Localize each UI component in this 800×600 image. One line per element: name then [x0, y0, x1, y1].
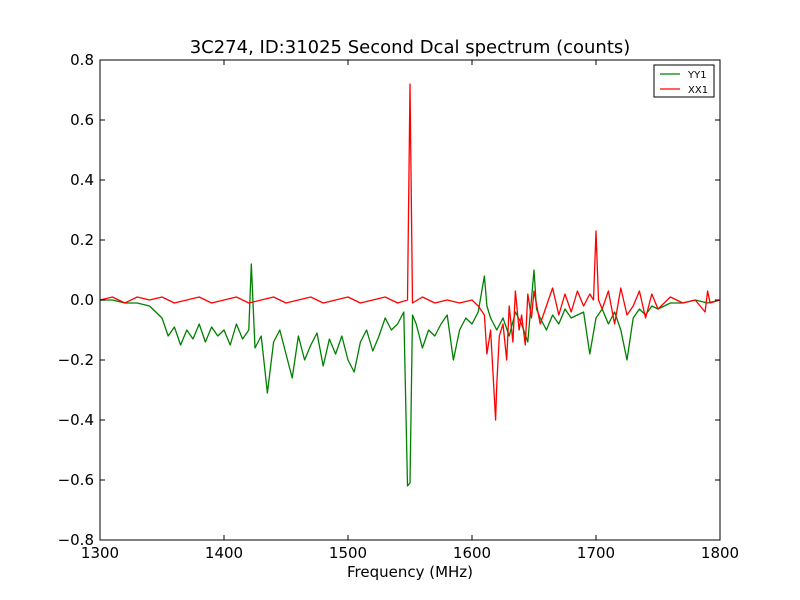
x-tick-label: 1300 — [81, 544, 119, 562]
y-tick-label: 0.4 — [70, 171, 94, 189]
x-axis-label: Frequency (MHz) — [347, 563, 473, 581]
y-tick-label: −0.4 — [58, 411, 94, 429]
legend-label-xx1: XX1 — [688, 85, 708, 96]
series-line-yy1 — [100, 263, 720, 487]
legend-box — [653, 64, 715, 98]
chart-title: 3C274, ID:31025 Second Dcal spectrum (co… — [190, 37, 631, 58]
x-tick-label: 1400 — [205, 544, 243, 562]
x-axis-ticks: 1300 1400 1500 1600 1700 1800 — [81, 60, 739, 562]
y-tick-label: 0.2 — [70, 231, 94, 249]
y-axis-ticks: −0.8 −0.6 −0.4 −0.2 0.0 0.2 0.4 0.6 0.8 — [58, 51, 720, 549]
x-tick-label: 1600 — [453, 544, 491, 562]
y-tick-label: 0.8 — [70, 51, 94, 69]
y-tick-label: −0.8 — [58, 531, 94, 549]
y-tick-label: −0.6 — [58, 471, 94, 489]
x-tick-label: 1800 — [701, 544, 739, 562]
legend-label-yy1: YY1 — [687, 70, 707, 81]
y-tick-label: 0.6 — [70, 111, 94, 129]
y-tick-label: −0.2 — [58, 351, 94, 369]
y-tick-label: 0.0 — [70, 291, 94, 309]
series-line-xx1 — [100, 83, 720, 421]
x-tick-label: 1700 — [577, 544, 615, 562]
x-tick-label: 1500 — [329, 544, 367, 562]
